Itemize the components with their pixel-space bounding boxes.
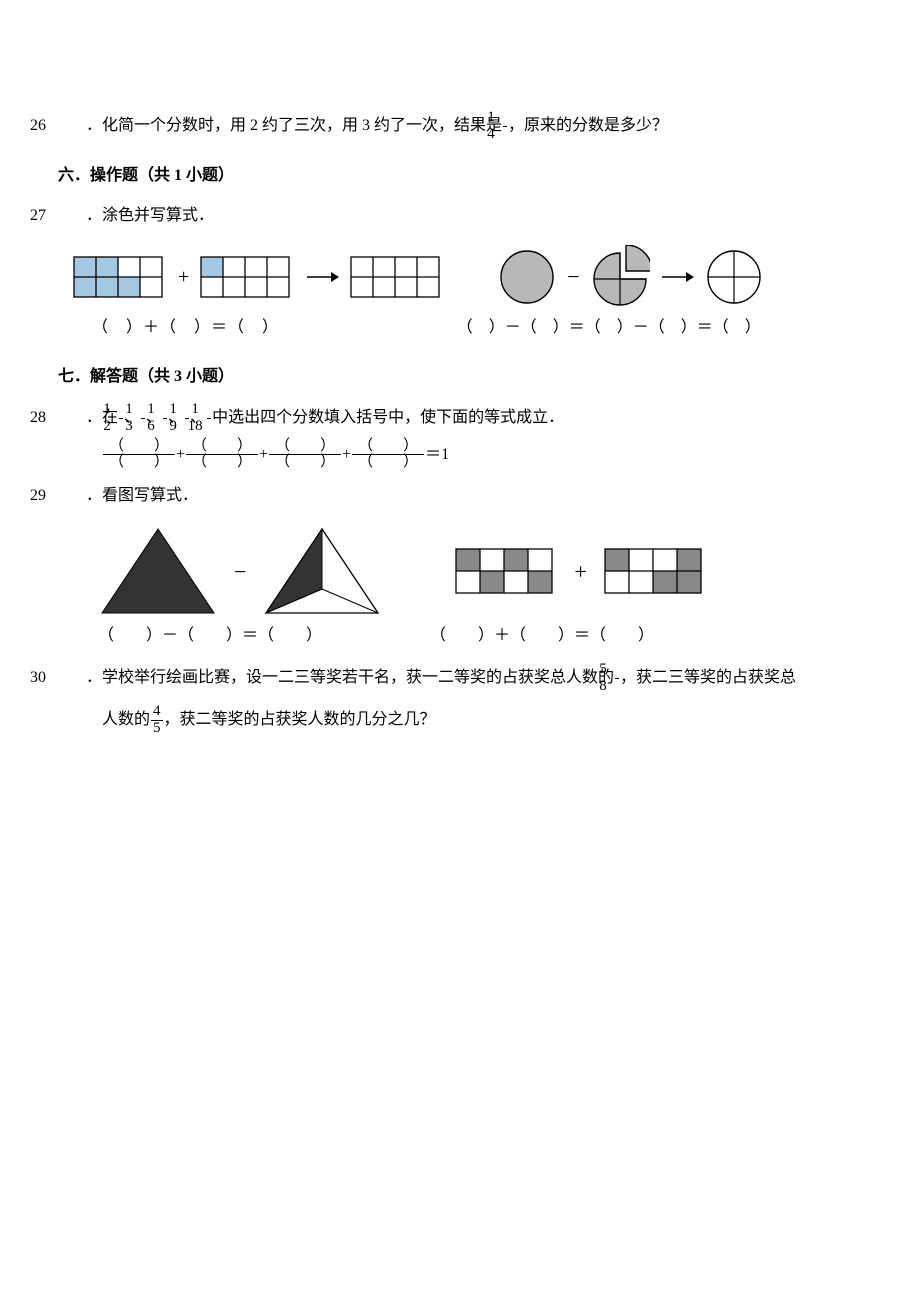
q30-line2: 人数的45，获二等奖的占获奖人数的几分之几？	[58, 704, 862, 737]
q26-number: 26	[58, 111, 86, 141]
q29-captions: （ ）－（ ）＝（ ） （ ）＋（ ）＝（ ）	[98, 621, 862, 651]
q28-equation: （ ）（ ）+（ ）（ ）+（ ）（ ）+（ ）（ ）＝1	[58, 439, 862, 472]
q27-grid-right	[349, 253, 445, 301]
q30-text-a: ．学校举行绘画比赛，设一二三等奖若干名，获一二等奖的占获奖总人数的	[86, 669, 614, 686]
q27-figure-row: + −	[72, 245, 862, 309]
q28-eq-tail: ＝1	[425, 445, 449, 462]
q30-number: 30	[58, 663, 86, 693]
q26-fraction: 14	[503, 110, 507, 143]
plus-sign-2: +	[574, 551, 586, 593]
question-29: 29．看图写算式．	[58, 481, 862, 511]
q30-frac-1: 58	[615, 662, 619, 695]
minus-sign-2: −	[234, 551, 246, 593]
q30-text-b: ，获二三等奖的占获奖总	[620, 669, 796, 686]
q29-grid-right	[603, 545, 707, 597]
question-26: 26．化简一个分数时，用 2 约了三次，用 3 约了一次，结果是14，原来的分数…	[58, 110, 862, 143]
q29-number: 29	[58, 481, 86, 511]
q27-right-caption: （ ）－（ ）＝（ ）－（ ）＝（ ）	[401, 313, 862, 343]
minus-sign-1: −	[567, 256, 579, 298]
q28-text-a: ．在	[86, 409, 118, 426]
q28-number: 28	[58, 403, 86, 433]
q28-frac-4: 118	[207, 402, 211, 435]
q29-grid-left	[454, 545, 558, 597]
section-7-title: 七．解答题（共 3 小题）	[58, 362, 862, 392]
section-6-title: 六．操作题（共 1 小题）	[58, 161, 862, 191]
arrow-icon-2	[660, 267, 694, 287]
q27-grid-left	[72, 253, 168, 301]
q27-left-caption: （ ）＋（ ）＝（ ）	[72, 313, 401, 343]
q28-blank-2: （ ）（ ）	[269, 439, 341, 472]
q28-text-b: 中选出四个分数填入括号中，使下面的等式成立．	[212, 409, 564, 426]
q27-circle-cut	[590, 245, 650, 309]
question-27: 27．涂色并写算式．	[58, 201, 862, 231]
q29-text: ．看图写算式．	[86, 487, 198, 504]
q30-frac-2: 45	[151, 704, 163, 737]
q26-text-b: ，原来的分数是多少？	[508, 117, 668, 134]
q30-text-c: 人数的	[102, 711, 150, 728]
q28-frac-0: 12	[119, 402, 123, 435]
q27-circle-empty	[704, 247, 764, 307]
q29-left-caption: （ ）－（ ）＝（ ）	[98, 621, 418, 651]
q28-blank-3: （ ）（ ）	[352, 439, 424, 472]
q29-tri-third	[262, 525, 382, 617]
plus-b2: +	[342, 445, 351, 462]
question-30: 30．学校举行绘画比赛，设一二三等奖若干名，获一二等奖的占获奖总人数的58，获二…	[58, 662, 862, 695]
arrow-icon-1	[305, 267, 339, 287]
q28-blank-1: （ ）（ ）	[186, 439, 258, 472]
plus-sign-1: +	[178, 258, 189, 296]
q29-figure-row: − +	[98, 525, 862, 617]
q27-number: 27	[58, 201, 86, 231]
q27-grid-mid	[199, 253, 295, 301]
q27-text: ．涂色并写算式．	[86, 207, 214, 224]
q27-circle-full	[497, 247, 557, 307]
q27-captions: （ ）＋（ ）＝（ ） （ ）－（ ）＝（ ）－（ ）＝（ ）	[72, 313, 862, 343]
q28-frac-1: 13	[141, 402, 145, 435]
q29-tri-full	[98, 525, 218, 617]
q26-text-a: ．化简一个分数时，用 2 约了三次，用 3 约了一次，结果是	[86, 117, 502, 134]
q29-right-caption: （ ）＋（ ）＝（ ）	[418, 621, 790, 651]
question-28: 28．在12、13、16、19、118中选出四个分数填入括号中，使下面的等式成立…	[58, 402, 862, 435]
plus-b0: +	[176, 445, 185, 462]
plus-b1: +	[259, 445, 268, 462]
q30-text-d: ，获二等奖的占获奖人数的几分之几？	[164, 711, 436, 728]
q28-blank-0: （ ）（ ）	[103, 439, 175, 472]
q28-frac-2: 16	[163, 402, 167, 435]
